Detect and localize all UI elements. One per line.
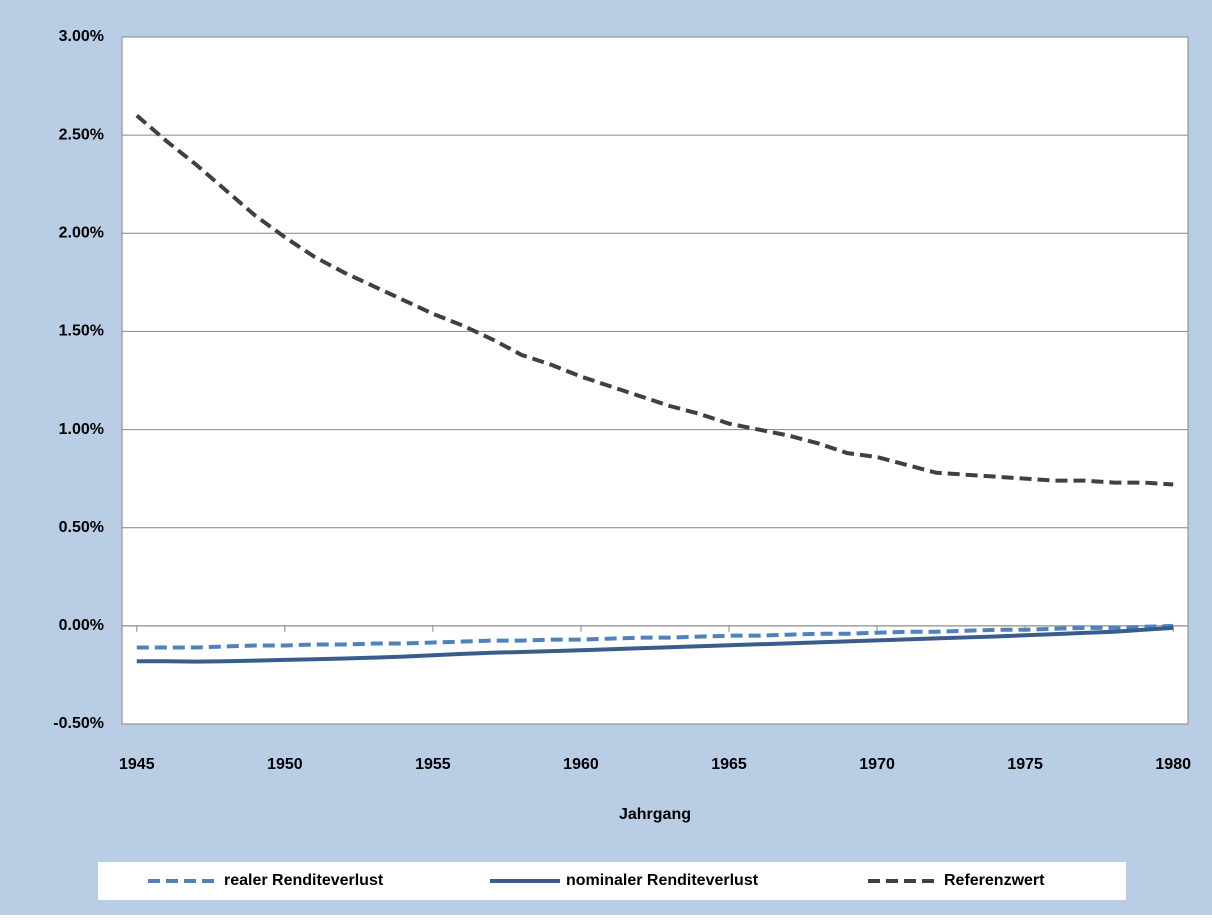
y-tick-label: 2.00% [59,225,104,242]
legend-box [98,862,1126,900]
y-tick-label: 1.00% [59,421,104,438]
legend-label: nominaler Renditeverlust [566,872,759,889]
x-tick-label: 1945 [119,756,155,773]
y-tick-label: 0.50% [59,519,104,536]
x-tick-label: 1980 [1155,756,1191,773]
x-tick-label: 1965 [711,756,747,773]
y-tick-label: 2.50% [59,126,104,143]
y-tick-label: 1.50% [59,323,104,340]
series-line [136,623,1174,650]
legend-label: realer Renditeverlust [224,872,384,889]
y-tick-label: 0.00% [59,617,104,634]
x-axis-label: Jahrgang [619,806,691,823]
x-tick-label: 1975 [1007,756,1043,773]
y-tick-label: 3.00% [59,28,104,45]
plot-area [121,36,1189,725]
x-tick-label: 1970 [859,756,895,773]
legend-label: Referenzwert [944,872,1045,889]
y-tick-label: -0.50% [53,715,104,732]
series-line [136,625,1174,664]
x-tick-label: 1960 [563,756,599,773]
x-tick-label: 1955 [415,756,451,773]
x-tick-label: 1950 [267,756,303,773]
series-line [135,113,1174,487]
